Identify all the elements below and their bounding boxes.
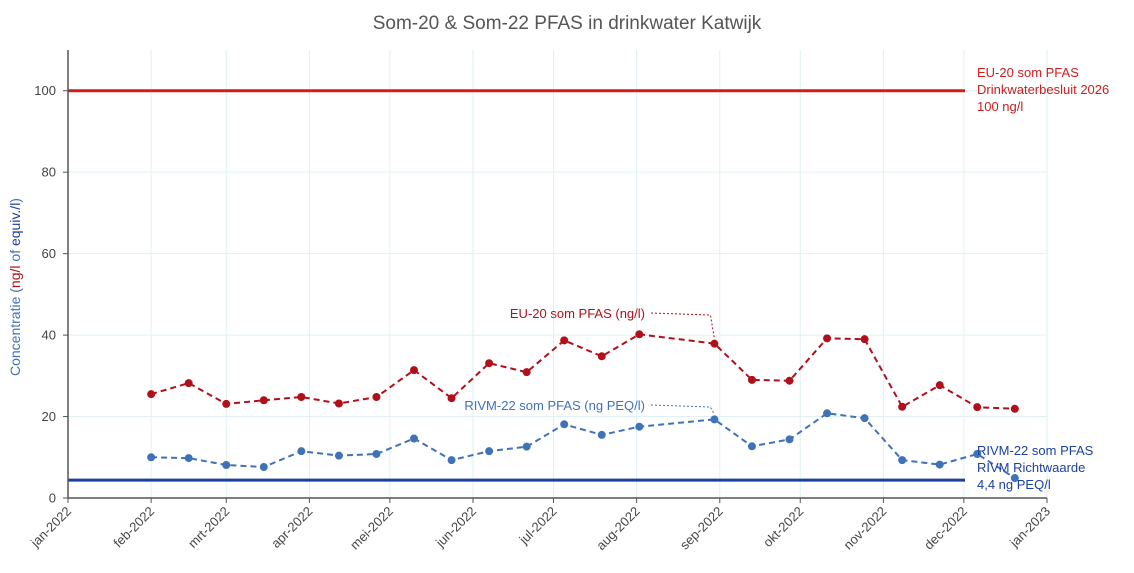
data-point bbox=[447, 394, 456, 403]
data-point bbox=[259, 463, 268, 472]
data-point bbox=[785, 435, 794, 444]
annotations: EU-20 som PFAS (ng/l) RIVM-22 som PFAS (n… bbox=[464, 306, 715, 415]
data-point bbox=[372, 392, 381, 401]
x-tick-label: jul-2022 bbox=[516, 504, 560, 548]
series-line bbox=[151, 412, 1016, 479]
data-point bbox=[823, 409, 832, 418]
x-tick-labels: jan-2022 feb-2022 mrt-2022 apr-2022 mei-2022… bbox=[27, 504, 1053, 553]
data-point bbox=[259, 396, 268, 405]
data-point bbox=[184, 454, 193, 463]
data-point bbox=[935, 460, 944, 469]
y-axis-label-part: of bbox=[7, 246, 23, 265]
y-axis-label-part: ng/l bbox=[7, 265, 23, 288]
data-point bbox=[297, 392, 306, 401]
chart-title: Som-20 & Som-22 PFAS in drinkwater Katwi… bbox=[373, 13, 762, 34]
data-point bbox=[334, 399, 343, 408]
x-tick-label: aug-2022 bbox=[593, 504, 642, 553]
data-point bbox=[522, 442, 531, 451]
x-tick-label: dec-2022 bbox=[921, 504, 970, 553]
data-point bbox=[597, 430, 606, 439]
data-point bbox=[410, 434, 419, 443]
data-point bbox=[898, 402, 907, 411]
data-point bbox=[447, 456, 456, 465]
data-point bbox=[747, 375, 756, 384]
annotation-label: EU-20 som PFAS (ng/l) bbox=[510, 306, 645, 321]
x-tick-label: mei-2022 bbox=[347, 504, 396, 553]
y-tick-label: 40 bbox=[42, 328, 56, 343]
data-point bbox=[747, 442, 756, 451]
x-tick-label: jan-2023 bbox=[1006, 504, 1053, 551]
data-point bbox=[1010, 474, 1019, 483]
data-point bbox=[597, 352, 606, 361]
data-point bbox=[372, 450, 381, 459]
y-tick-label: 80 bbox=[42, 165, 56, 180]
data-point bbox=[485, 359, 494, 368]
data-point bbox=[334, 451, 343, 460]
data-point bbox=[635, 422, 644, 431]
series-group bbox=[147, 409, 1019, 483]
data-point bbox=[710, 415, 719, 424]
x-tick-label: mrt-2022 bbox=[185, 504, 232, 551]
y-tick-label: 0 bbox=[49, 491, 56, 506]
data-point bbox=[973, 403, 982, 412]
y-axis-label-part: ) bbox=[7, 198, 23, 203]
data-point bbox=[898, 456, 907, 465]
series-line bbox=[150, 333, 1015, 410]
y-tick-label: 100 bbox=[34, 83, 56, 98]
y-axis-label-part: Concentratie ( bbox=[7, 288, 23, 376]
x-tick-label: sep-2022 bbox=[677, 504, 726, 553]
x-tick-label: feb-2022 bbox=[110, 504, 157, 551]
reference-label: Drinkwaterbesluit 2026 bbox=[977, 82, 1109, 97]
data-point bbox=[1010, 404, 1019, 413]
x-tick-label: jan-2022 bbox=[27, 504, 74, 551]
x-tick-label: jun-2022 bbox=[432, 504, 479, 551]
reference-label: 100 ng/l bbox=[977, 99, 1023, 114]
grid bbox=[67, 50, 1048, 498]
series-group bbox=[147, 330, 1019, 413]
data-point bbox=[147, 390, 156, 399]
data-point bbox=[222, 461, 231, 470]
data-point bbox=[635, 330, 644, 339]
data-point bbox=[147, 453, 156, 462]
data-point bbox=[860, 335, 869, 344]
data-point bbox=[560, 420, 569, 429]
annotation-leader bbox=[650, 404, 715, 415]
x-tick-label: apr-2022 bbox=[268, 504, 315, 551]
reference-label: RIVM-22 som PFAS bbox=[977, 443, 1094, 458]
y-tick-label: 60 bbox=[42, 246, 56, 261]
data-point bbox=[297, 447, 306, 456]
data-point bbox=[935, 381, 944, 390]
y-tick-labels: 0 20 40 60 80 100 bbox=[34, 83, 56, 505]
data-point bbox=[710, 339, 719, 348]
reference-label: RIVM Richtwaarde bbox=[977, 460, 1085, 475]
reference-label: 4,4 ng PEQ/l bbox=[977, 477, 1051, 492]
y-axis-label: Concentratie (ng/l of equiv./l) bbox=[7, 198, 23, 376]
data-point bbox=[184, 379, 193, 388]
data-point bbox=[823, 334, 832, 343]
axes bbox=[63, 50, 1048, 503]
series bbox=[147, 330, 1019, 483]
y-tick-label: 20 bbox=[42, 409, 56, 424]
data-point bbox=[785, 376, 794, 385]
data-point bbox=[522, 368, 531, 377]
y-axis-label-part: equiv./l bbox=[7, 203, 23, 246]
reference-labels: EU-20 som PFAS Drinkwaterbesluit 2026 100 … bbox=[977, 65, 1109, 492]
data-point bbox=[222, 399, 231, 408]
reference-label: EU-20 som PFAS bbox=[977, 65, 1079, 80]
data-point bbox=[560, 336, 569, 345]
data-point bbox=[485, 447, 494, 456]
x-tick-label: okt-2022 bbox=[760, 504, 806, 550]
data-point bbox=[860, 414, 869, 423]
reference-lines bbox=[68, 89, 965, 482]
annotation-label: RIVM-22 som PFAS (ng PEQ/l) bbox=[464, 398, 645, 413]
data-point bbox=[973, 450, 982, 459]
x-tick-label: nov-2022 bbox=[841, 504, 890, 553]
data-point bbox=[410, 366, 419, 375]
